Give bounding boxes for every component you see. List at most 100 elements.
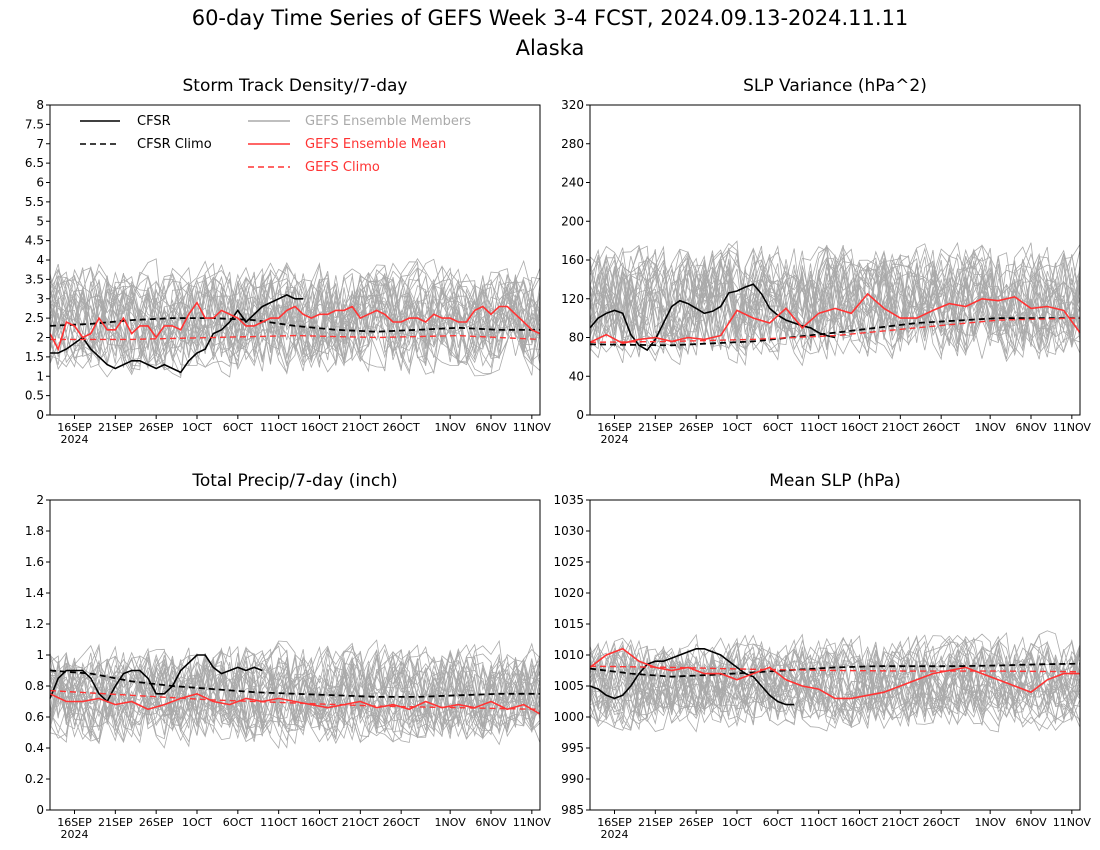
x-tick-label: 16SEP: [57, 816, 92, 829]
ensemble-member-line: [49, 265, 541, 374]
y-tick-label: 1.4: [25, 586, 44, 600]
x-tick-label: 26OCT: [383, 421, 420, 434]
ensemble-member-line: [49, 650, 541, 745]
ensemble-member-line: [589, 637, 1081, 724]
y-tick-label: 1: [36, 648, 44, 662]
y-tick-label: 6: [36, 176, 44, 190]
ensemble-member-line: [49, 272, 541, 369]
y-tick-label: 7: [36, 137, 44, 151]
x-year-label: 2024: [601, 433, 629, 446]
y-tick-label: 0.4: [25, 741, 44, 755]
x-tick-label: 11OCT: [260, 816, 297, 829]
x-tick-label: 16OCT: [841, 421, 878, 434]
y-tick-label: 0.8: [25, 679, 44, 693]
panel-title: Mean SLP (hPa): [769, 471, 901, 491]
x-tick-label: 11OCT: [260, 421, 297, 434]
y-tick-label: 5.5: [25, 195, 44, 209]
chart-panel-3: Total Precip/7-day (inch)00.20.40.60.811…: [25, 471, 552, 841]
ensemble-member-line: [49, 263, 541, 368]
y-tick-label: 200: [561, 214, 584, 228]
x-tick-label: 1NOV: [435, 421, 467, 434]
y-tick-label: 40: [569, 369, 584, 383]
ensemble-member-line: [589, 642, 1081, 725]
cfsr-climo-line: [589, 317, 1080, 347]
x-year-label: 2024: [61, 828, 89, 841]
y-tick-label: 0: [576, 408, 584, 422]
ensemble-member-line: [49, 272, 541, 367]
page-subtitle: Alaska: [515, 36, 585, 60]
x-tick-label: 1NOV: [975, 816, 1007, 829]
x-tick-label: 16SEP: [597, 816, 632, 829]
ensemble-member-line: [49, 272, 541, 377]
x-tick-label: 26SEP: [139, 816, 174, 829]
gefs-climo-line: [589, 665, 1081, 673]
x-tick-label: 21OCT: [882, 816, 919, 829]
y-tick-label: 985: [561, 803, 584, 817]
y-tick-label: 2: [36, 331, 44, 345]
ensemble-member-line: [49, 268, 541, 371]
ensemble-member-line: [49, 647, 541, 744]
x-tick-label: 11OCT: [800, 816, 837, 829]
ensemble-member-line: [49, 646, 541, 738]
ensemble-member-line: [589, 638, 1081, 731]
y-tick-label: 1010: [553, 648, 584, 662]
y-tick-label: 1.5: [25, 350, 44, 364]
cfsr-line: [589, 283, 836, 352]
x-tick-label: 6NOV: [475, 816, 507, 829]
chart-panel-2: SLP Variance (hPa^2) 0 40 80 120 160 200 240 280…: [561, 76, 1091, 446]
x-tick-label: 16SEP: [57, 421, 92, 434]
y-tick-label: 80: [569, 331, 584, 345]
ensemble-member-line: [589, 248, 1081, 353]
ensemble-member-line: [49, 268, 541, 376]
y-tick-label: 2.5: [25, 311, 44, 325]
x-tick-label: 1OCT: [182, 816, 212, 829]
x-tick-label: 16OCT: [841, 816, 878, 829]
gefs-climo-line: [50, 334, 541, 341]
panel-title: SLP Variance (hPa^2): [743, 76, 927, 96]
x-tick-label: 26SEP: [139, 421, 174, 434]
x-tick-label: 26SEP: [679, 816, 714, 829]
x-tick-label: 26OCT: [923, 421, 960, 434]
y-tick-label: 0.2: [25, 772, 44, 786]
y-tick-label: 1025: [553, 555, 584, 569]
x-tick-label: 6NOV: [475, 421, 507, 434]
y-tick-label: 320: [561, 98, 584, 112]
ensemble-member-line: [589, 251, 1081, 351]
x-year-label: 2024: [61, 433, 89, 446]
x-tick-label: 21SEP: [638, 816, 673, 829]
x-tick-label: 1OCT: [722, 421, 752, 434]
y-tick-label: 0: [36, 408, 44, 422]
ensemble-member-line: [49, 265, 541, 366]
x-tick-label: 11NOV: [513, 421, 552, 434]
ensemble-member-line: [589, 643, 1081, 724]
x-tick-label: 21OCT: [342, 816, 379, 829]
page-title: 60-day Time Series of GEFS Week 3-4 FCST…: [191, 6, 909, 30]
y-tick-label: 1030: [553, 524, 584, 538]
y-tick-label: 1005: [553, 679, 584, 693]
y-tick-label: 6.5: [25, 156, 44, 170]
x-tick-label: 26OCT: [923, 816, 960, 829]
ensemble-member-line: [49, 261, 541, 370]
x-tick-label: 26OCT: [383, 816, 420, 829]
y-tick-label: 3: [36, 292, 44, 306]
ensemble-member-line: [49, 262, 541, 368]
x-tick-label: 11NOV: [1053, 421, 1092, 434]
y-tick-label: 0: [36, 803, 44, 817]
x-tick-label: 16OCT: [301, 421, 338, 434]
y-tick-label: 280: [561, 137, 584, 151]
x-tick-label: 1OCT: [182, 421, 212, 434]
y-tick-label: 995: [561, 741, 584, 755]
ensemble-member-line: [49, 645, 541, 739]
x-tick-label: 1NOV: [435, 816, 467, 829]
cfsr-line: [50, 294, 304, 374]
cfsr-climo-line: [49, 317, 540, 333]
x-tick-label: 6NOV: [1015, 421, 1047, 434]
ensemble-member-line: [49, 262, 541, 365]
x-tick-label: 11NOV: [1053, 816, 1092, 829]
legend: CFSR CFSR Climo GEFS Ensemble Members GEFS …: [80, 114, 471, 175]
x-tick-label: 1NOV: [975, 421, 1007, 434]
x-tick-label: 11OCT: [800, 421, 837, 434]
ensemble-member-line: [49, 261, 541, 378]
y-tick-label: 1000: [553, 710, 584, 724]
